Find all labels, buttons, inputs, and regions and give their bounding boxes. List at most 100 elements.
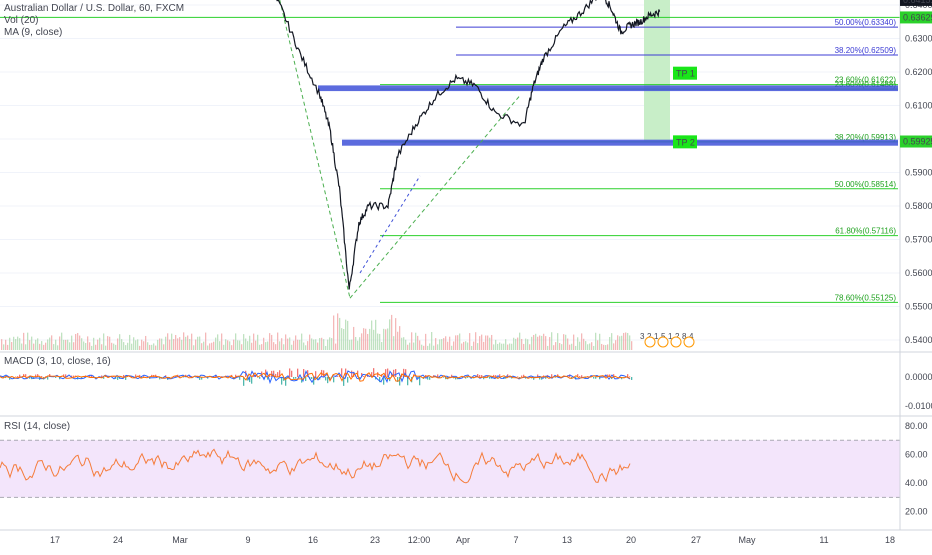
volume-bar xyxy=(461,344,462,350)
volume-bar xyxy=(141,340,142,350)
macd-histogram-bar xyxy=(311,377,312,379)
volume-bar xyxy=(521,339,522,350)
volume-bar xyxy=(111,343,112,350)
volume-bar xyxy=(493,344,494,350)
volume-bar xyxy=(631,341,632,350)
volume-bar xyxy=(87,336,88,350)
volume-bar xyxy=(67,340,68,350)
volume-bar xyxy=(441,339,442,350)
volume-bar xyxy=(363,328,364,350)
volume-bar xyxy=(123,342,124,350)
volume-bar xyxy=(595,333,596,350)
volume-bar xyxy=(577,337,578,350)
volume-bar xyxy=(427,346,428,350)
macd-histogram-bar xyxy=(17,376,18,377)
volume-bar xyxy=(563,334,564,350)
volume-bar xyxy=(623,333,624,350)
volume-bar xyxy=(535,334,536,350)
volume-bar xyxy=(599,334,600,350)
volume-bar xyxy=(541,336,542,350)
volume-bar xyxy=(19,338,20,350)
volume-bar xyxy=(467,343,468,350)
volume-bar xyxy=(173,339,174,350)
volume-bar xyxy=(399,326,400,350)
macd-histogram-bar xyxy=(315,371,316,377)
volume-bar xyxy=(231,345,232,350)
volume-bar xyxy=(49,338,50,350)
volume-bar xyxy=(547,346,548,350)
volume-bar xyxy=(167,333,168,350)
volume-bar xyxy=(565,335,566,350)
volume-bar xyxy=(403,337,404,350)
volume-bar xyxy=(187,335,188,350)
volume-bar xyxy=(13,337,14,350)
macd-histogram-bar xyxy=(581,375,582,377)
macd-histogram-bar xyxy=(293,377,294,379)
volume-bar xyxy=(267,342,268,350)
volume-bar xyxy=(171,334,172,350)
volume-bar xyxy=(305,345,306,350)
volume-bar xyxy=(151,345,152,350)
volume-bar xyxy=(103,333,104,350)
volume-bar xyxy=(373,330,374,350)
volume-bar xyxy=(63,340,64,350)
volume-bar xyxy=(115,345,116,350)
volume-bar xyxy=(135,340,136,350)
volume-bar xyxy=(303,343,304,350)
volume-bar xyxy=(329,337,330,350)
volume-bar xyxy=(121,339,122,350)
volume-bar xyxy=(529,344,530,350)
volume-bar xyxy=(345,320,346,350)
macd-histogram-bar xyxy=(289,368,290,377)
volume-bar xyxy=(83,341,84,350)
volume-bar xyxy=(285,334,286,350)
rsi-tick-label: 40.00 xyxy=(905,478,928,488)
volume-bar xyxy=(613,343,614,350)
time-tick-label: 12:00 xyxy=(408,535,431,545)
volume-bar xyxy=(553,345,554,350)
volume-bar xyxy=(295,335,296,350)
event-mark: 3 xyxy=(640,332,645,341)
volume-bar xyxy=(469,333,470,350)
macd-histogram-bar xyxy=(327,377,328,383)
rsi-tick-label: 20.00 xyxy=(905,507,928,517)
volume-bar xyxy=(335,344,336,350)
volume-bar xyxy=(21,344,22,350)
volume-bar xyxy=(437,344,438,350)
volume-bar xyxy=(201,343,202,350)
time-tick-label: 18 xyxy=(885,535,895,545)
volume-bar xyxy=(35,340,36,350)
volume-bar xyxy=(531,337,532,350)
volume-bar xyxy=(471,346,472,350)
volume-bar xyxy=(371,321,372,350)
volume-bar xyxy=(23,333,24,350)
volume-bar xyxy=(197,337,198,350)
volume-bar xyxy=(451,346,452,350)
volume-bar xyxy=(343,329,344,350)
macd-histogram-bar xyxy=(395,369,396,377)
volume-bar xyxy=(247,341,248,350)
volume-bar xyxy=(341,328,342,350)
volume-bar xyxy=(51,335,52,350)
ma-label: MA (9, close) xyxy=(4,27,62,38)
volume-bar xyxy=(53,344,54,350)
macd-histogram-bar xyxy=(259,377,260,379)
volume-bar xyxy=(465,341,466,350)
volume-bar xyxy=(205,333,206,350)
time-tick-label: Apr xyxy=(456,535,470,545)
volume-bar xyxy=(477,343,478,350)
volume-bar xyxy=(43,345,44,350)
volume-bar xyxy=(387,328,388,350)
macd-histogram-bar xyxy=(291,371,292,377)
macd-histogram-bar xyxy=(19,375,20,377)
volume-bar xyxy=(157,340,158,350)
volume-bar xyxy=(545,336,546,350)
volume-bar xyxy=(389,319,390,350)
volume-bar xyxy=(57,345,58,350)
macd-histogram-bar xyxy=(333,377,334,382)
volume-bar xyxy=(489,338,490,350)
volume-bar xyxy=(177,338,178,350)
macd-histogram-bar xyxy=(489,377,490,379)
